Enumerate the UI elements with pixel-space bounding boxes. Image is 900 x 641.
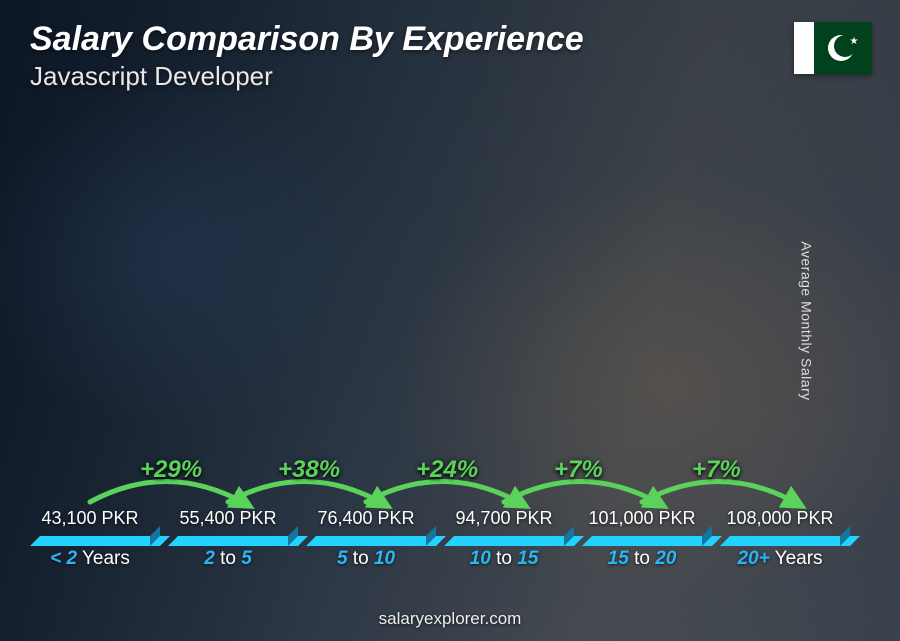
bar-value-label: 101,000 PKR bbox=[588, 508, 695, 529]
chart-title: Salary Comparison By Experience bbox=[30, 20, 870, 59]
growth-pct-label: +24% bbox=[416, 456, 478, 484]
x-axis-label: 10 to 15 bbox=[444, 548, 564, 576]
growth-pct-label: +7% bbox=[554, 456, 603, 484]
chart-area: 43,100 PKR 55,400 PKR 76,400 PKR 94,700 PKR… bbox=[30, 120, 840, 576]
growth-pct-label: +29% bbox=[140, 456, 202, 484]
x-axis-label: 5 to 10 bbox=[306, 548, 426, 576]
bar-value-label: 76,400 PKR bbox=[317, 508, 414, 529]
flag-star-icon: ★ bbox=[850, 36, 859, 47]
bar-value-label: 43,100 PKR bbox=[41, 508, 138, 529]
x-axis-labels: < 2 Years 2 to 5 5 to 10 10 to 15 15 to 20 20… bbox=[30, 548, 840, 576]
x-axis-label: 15 to 20 bbox=[582, 548, 702, 576]
country-flag: ★ bbox=[794, 22, 872, 74]
bar-value-label: 55,400 PKR bbox=[179, 508, 276, 529]
bar-value-label: 108,000 PKR bbox=[726, 508, 833, 529]
bar-value-label: 94,700 PKR bbox=[455, 508, 552, 529]
x-axis-label: 20+ Years bbox=[720, 548, 840, 576]
growth-pct-label: +7% bbox=[692, 456, 741, 484]
x-axis-label: 2 to 5 bbox=[168, 548, 288, 576]
flag-stripe-white bbox=[794, 22, 814, 74]
flag-field-green: ★ bbox=[814, 22, 873, 74]
x-axis-label: < 2 Years bbox=[30, 548, 150, 576]
header: Salary Comparison By Experience Javascri… bbox=[30, 20, 870, 92]
footer-source: salaryexplorer.com bbox=[0, 609, 900, 629]
chart-subtitle: Javascript Developer bbox=[30, 61, 870, 92]
y-axis-label: Average Monthly Salary bbox=[798, 241, 814, 400]
growth-pct-label: +38% bbox=[278, 456, 340, 484]
